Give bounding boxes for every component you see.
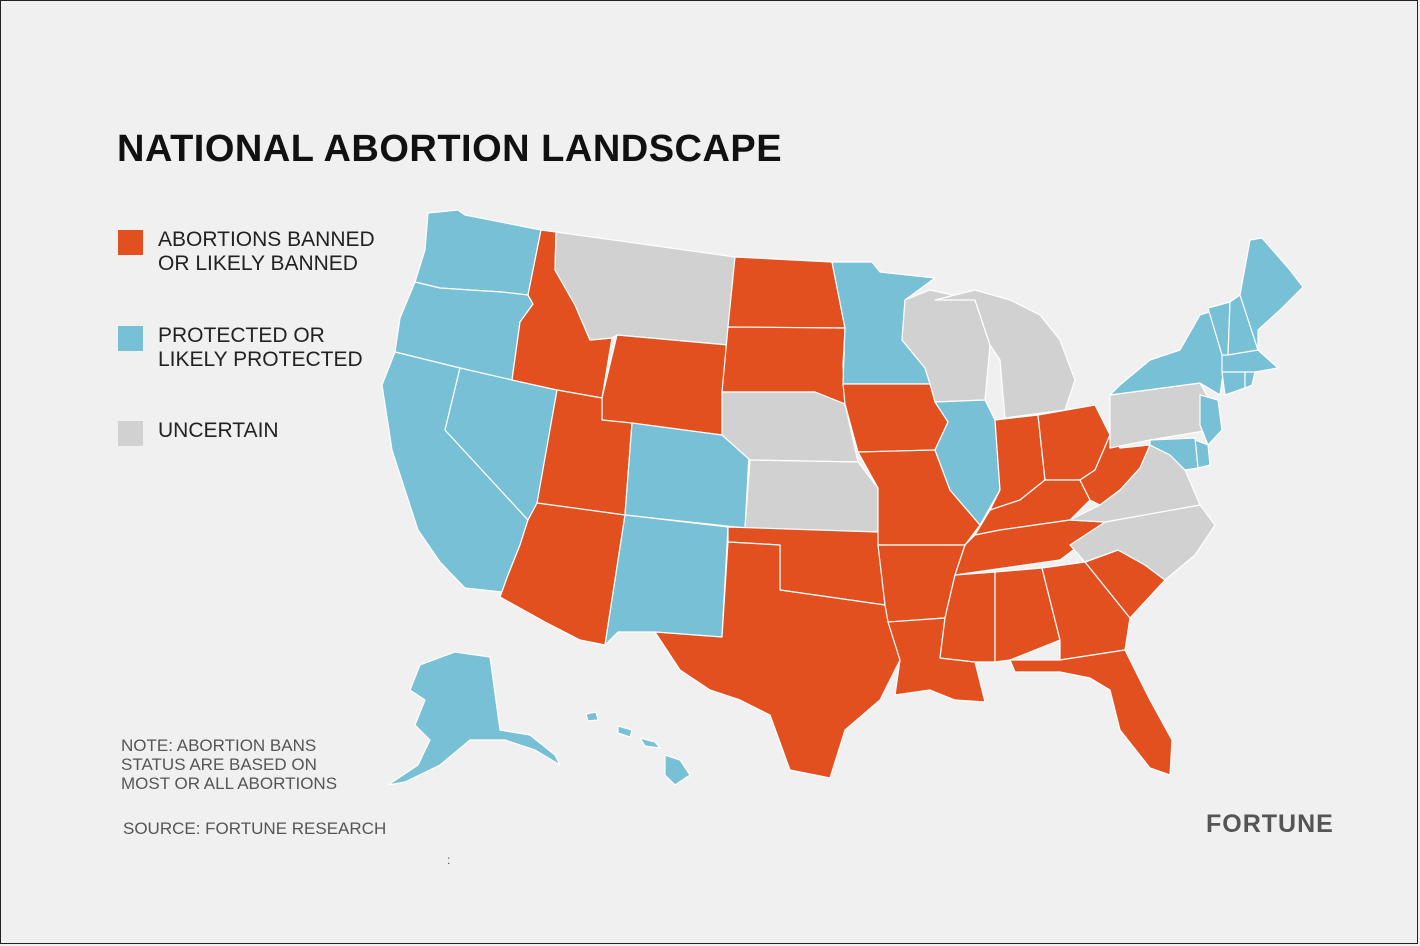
state-il xyxy=(934,399,1001,526)
legend-uncertain-line1: UNCERTAIN xyxy=(158,419,279,442)
state-ri xyxy=(1244,369,1256,389)
note-line-1: NOTE: ABORTION BANS xyxy=(121,736,317,755)
legend-label-uncertain: UNCERTAIN xyxy=(158,419,418,443)
state-ct xyxy=(1221,369,1246,396)
state-me xyxy=(1239,237,1304,351)
legend-label-protected: PROTECTED OR LIKELY PROTECTED xyxy=(158,324,418,372)
legend-banned-line1: ABORTIONS BANNED xyxy=(158,228,375,251)
state-md xyxy=(1149,437,1199,471)
map-title: NATIONAL ABORTION LANDSCAPE xyxy=(117,128,783,170)
note-line-2: STATUS ARE BASED ON xyxy=(121,755,317,774)
state-al xyxy=(994,567,1061,663)
legend-swatch-protected xyxy=(118,326,143,351)
state-ne xyxy=(721,391,859,463)
state-co xyxy=(624,422,751,529)
state-tx xyxy=(654,541,901,779)
state-wa xyxy=(414,209,542,296)
legend-swatch-uncertain xyxy=(118,421,143,446)
legend-label-banned: ABORTIONS BANNED OR LIKELY BANNED xyxy=(158,228,418,276)
legend-banned-line2: OR LIKELY BANNED xyxy=(158,252,358,275)
state-ny xyxy=(1109,309,1226,396)
map-note: NOTE: ABORTION BANS STATUS ARE BASED ON … xyxy=(121,736,381,793)
state-hi xyxy=(585,711,691,786)
state-ak xyxy=(387,651,561,786)
state-nj xyxy=(1199,394,1223,446)
legend-protected-line2: LIKELY PROTECTED xyxy=(158,348,363,371)
state-nm xyxy=(604,514,729,646)
note-line-3: MOST OR ALL ABORTIONS xyxy=(121,774,338,793)
state-nd xyxy=(727,256,846,329)
state-wy xyxy=(601,334,729,436)
legend-swatch-banned xyxy=(118,230,143,255)
state-ks xyxy=(744,459,879,533)
source-text: SOURCE: FORTUNE RESEARCH xyxy=(123,819,387,838)
fortune-logo: FORTUNE xyxy=(1206,810,1334,838)
state-fl xyxy=(1009,649,1173,776)
state-mi xyxy=(934,289,1076,419)
legend-protected-line1: PROTECTED OR xyxy=(158,324,325,347)
decorative-mark: : xyxy=(447,853,451,867)
